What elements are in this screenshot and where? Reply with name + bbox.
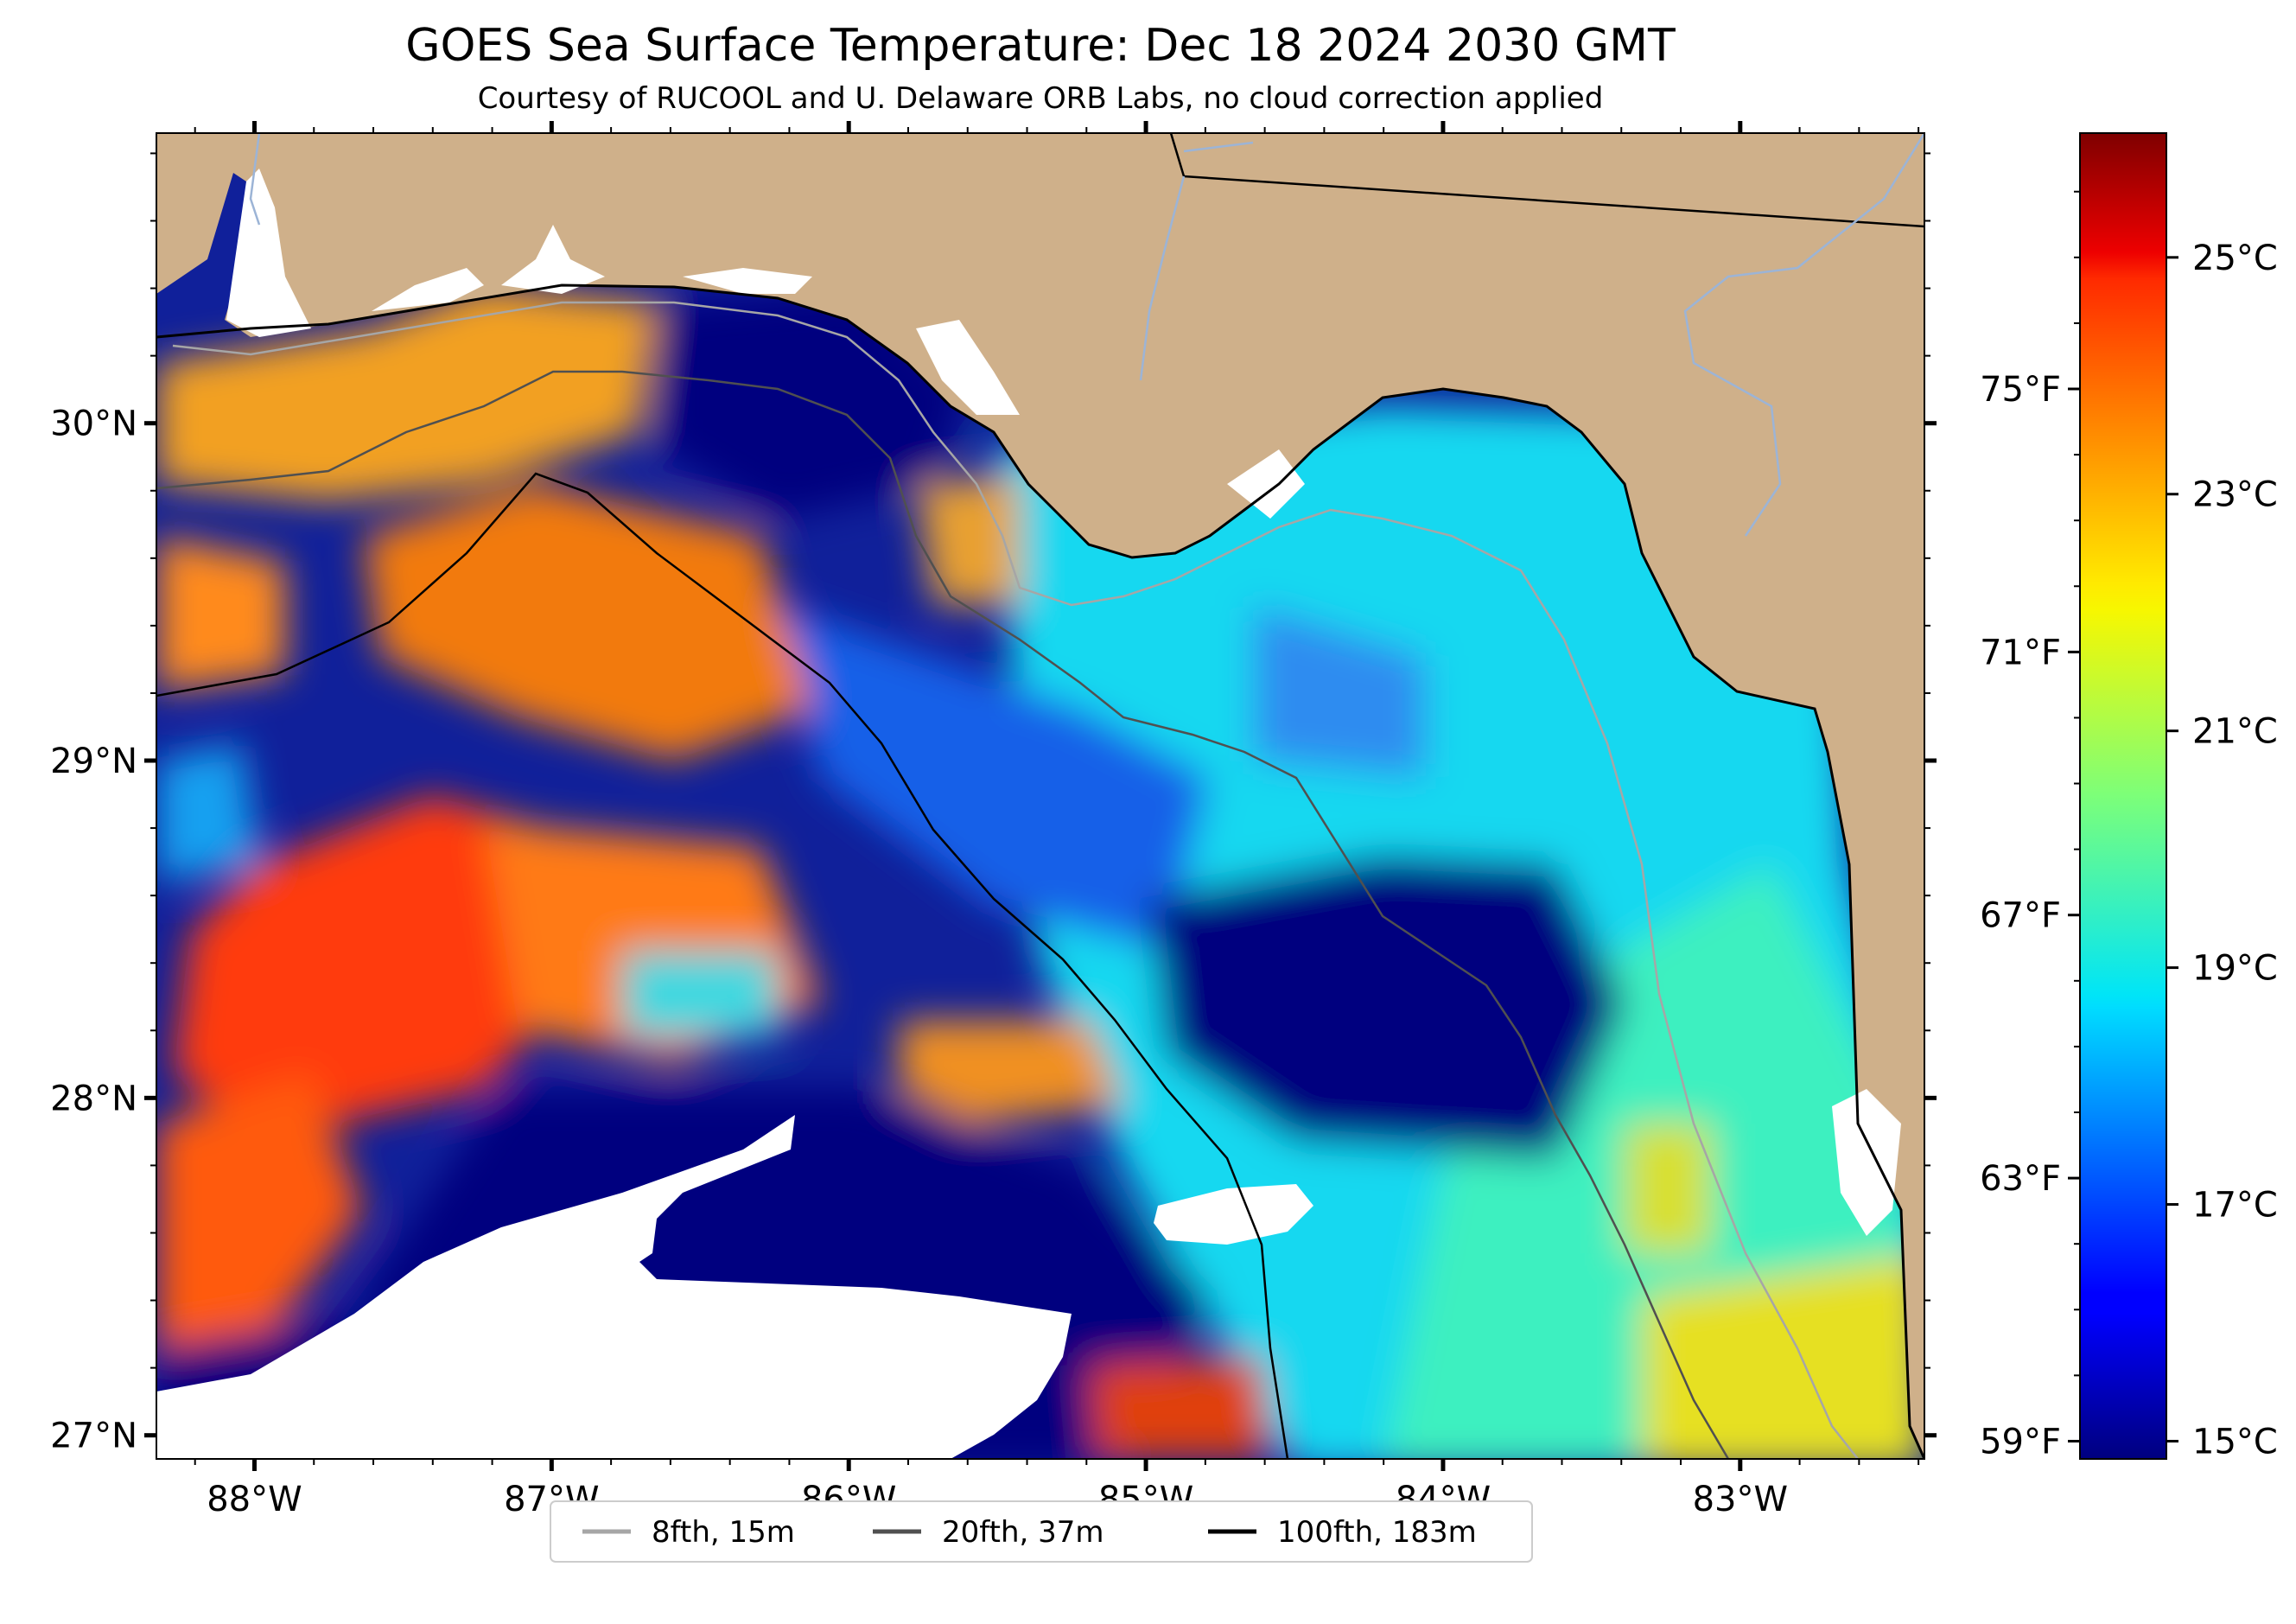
colorbar: 15°C 17°C 19°C 21°C 23°C 25°C 59°F 63°F 67°F 71°… — [1980, 132, 2278, 1462]
celsius-tick-label: 19°C — [2192, 949, 2278, 989]
fahrenheit-tick-label: 59°F — [1980, 1422, 2061, 1462]
lat-tick-label: 27°N — [50, 1417, 137, 1456]
celsius-tick-label: 21°C — [2192, 712, 2278, 752]
map-subtitle: Courtesy of RUCOOL and U. Delaware ORB L… — [478, 81, 1604, 116]
colorbar-fahrenheit-ticks: 59°F 63°F 67°F 71°F 75°F — [1980, 190, 2080, 1462]
lat-tick-label: 28°N — [50, 1079, 137, 1118]
fahrenheit-tick-label: 63°F — [1980, 1159, 2061, 1199]
map-title: GOES Sea Surface Temperature: Dec 18 202… — [405, 20, 1676, 72]
sst-map — [156, 133, 1924, 1459]
legend-label: 100fth, 183m — [1277, 1515, 1477, 1550]
bathymetry-legend: 8fth, 15m 20fth, 37m 100fth, 183m — [550, 1500, 1533, 1563]
fahrenheit-tick-label: 75°F — [1980, 370, 2061, 410]
colorbar-celsius-ticks: 15°C 17°C 19°C 21°C 23°C 25°C — [2166, 239, 2278, 1462]
lat-tick-label: 29°N — [50, 742, 137, 781]
lon-tick-label: 83°W — [1693, 1480, 1788, 1519]
legend-box — [550, 1500, 1533, 1563]
longitude-axis: 88°W 87°W 86°W 85°W 84°W 83°W — [194, 121, 1920, 1519]
legend-label: 20fth, 37m — [942, 1515, 1104, 1550]
latitude-axis: 30°N 29°N 28°N 27°N — [50, 152, 1937, 1456]
lat-tick-label: 30°N — [50, 404, 137, 444]
legend-label: 8fth, 15m — [652, 1515, 795, 1550]
fahrenheit-tick-label: 67°F — [1980, 896, 2061, 936]
celsius-tick-label: 25°C — [2192, 239, 2278, 278]
colorbar-gradient — [2079, 132, 2167, 1460]
fahrenheit-tick-label: 71°F — [1980, 633, 2061, 672]
lon-tick-label: 88°W — [207, 1480, 302, 1519]
celsius-tick-label: 17°C — [2192, 1186, 2278, 1226]
celsius-tick-label: 15°C — [2192, 1422, 2278, 1462]
map-frame — [156, 132, 1925, 1460]
celsius-tick-label: 23°C — [2192, 475, 2278, 515]
